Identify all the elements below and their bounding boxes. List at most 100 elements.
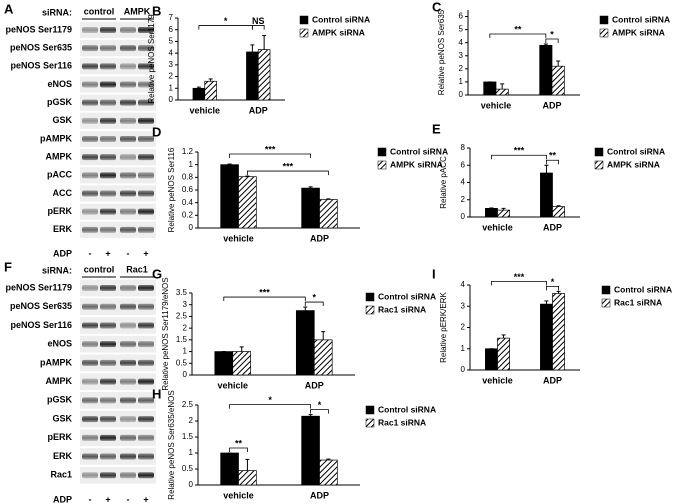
significance-label: * [224, 16, 228, 26]
blot-bg [80, 373, 156, 390]
bar [319, 199, 338, 229]
significance-bracket [545, 38, 559, 43]
blot-bg [80, 392, 156, 409]
y-axis-label: Relative peNOS Ser635 [437, 9, 446, 95]
y-tick-label: 4 [461, 178, 466, 187]
blot-row-label: pGSK [47, 395, 73, 405]
blot-band [120, 434, 136, 441]
significance-bracket [229, 404, 311, 409]
blot-band [120, 472, 136, 479]
blot-band [100, 136, 116, 142]
blot-row-label: pAMPK [40, 357, 72, 367]
y-tick-label: 1 [183, 347, 188, 356]
y-tick-label: 0 [459, 90, 464, 99]
y-tick-label: 0 [189, 480, 194, 489]
blot-bg [80, 354, 156, 372]
blot-row-label: pERK [48, 206, 73, 216]
blot-band [138, 45, 154, 52]
blot-row-label: GSK [52, 115, 72, 125]
blot-band [100, 453, 116, 460]
x-tick-label: ADP [543, 375, 562, 385]
significance-bracket [198, 25, 253, 30]
y-tick-label: 0.8 [182, 172, 194, 181]
y-tick-label: 3 [461, 301, 466, 310]
blot-band [138, 154, 154, 161]
significance-label: NS [252, 16, 265, 26]
y-tick-label: 1.2 [182, 147, 194, 156]
blot-band [100, 378, 116, 385]
blot-band [138, 416, 154, 423]
lane-sign: + [105, 248, 110, 258]
blot-bg [80, 167, 156, 184]
panel-letter: H [152, 386, 161, 401]
blot-band [138, 303, 154, 310]
legend-swatch [599, 28, 609, 38]
y-tick-label: 3 [183, 300, 188, 309]
legend-swatch [365, 405, 375, 415]
blot-bg [80, 76, 156, 93]
blot-band [100, 27, 116, 33]
blot-bg [80, 221, 156, 238]
significance-bracket [546, 285, 559, 291]
blot-band [138, 81, 154, 88]
legend-swatch [594, 147, 604, 157]
y-tick-label: 0 [461, 365, 466, 374]
significance-label: * [318, 400, 322, 410]
blot-row-label: ERK [53, 224, 73, 234]
lane-sign: + [143, 248, 148, 258]
blot-band [100, 154, 116, 161]
blot-band [120, 45, 136, 52]
blot-band [120, 99, 136, 106]
y-tick-label: 8 [461, 143, 466, 152]
significance-label: *** [514, 272, 525, 282]
y-tick-label: 1 [189, 160, 194, 169]
y-tick-label: 2 [189, 416, 194, 425]
blot-band [82, 472, 98, 479]
blot-band [82, 285, 98, 291]
treatment-label: ADP [53, 494, 72, 504]
blot-band [82, 453, 98, 460]
panel-letter: I [432, 266, 436, 281]
legend-label: AMPK siRNA [390, 159, 443, 169]
legend-label: Control siRNA [614, 284, 672, 294]
x-tick-label: ADP [310, 233, 329, 243]
blot-band [120, 303, 136, 310]
panel-letter: E [432, 121, 441, 136]
blot-band [100, 45, 116, 52]
bar [220, 164, 239, 229]
x-tick-label: ADP [543, 222, 562, 232]
y-tick-label: 2 [169, 72, 174, 81]
y-tick-label: 1 [189, 448, 194, 457]
blot-band [120, 322, 136, 329]
significance-label: * [312, 292, 316, 302]
blot-band [82, 154, 98, 161]
blot-bg [80, 149, 156, 166]
y-tick-label: 2.5 [182, 400, 194, 409]
bar [485, 348, 498, 371]
blot-row-label: peNOS Ser1179 [5, 282, 72, 292]
y-tick-label: 3 [459, 51, 464, 60]
blot-row-label: peNOS Ser116 [10, 320, 72, 330]
blot-row-label: AMPK [46, 376, 73, 386]
blot-band [82, 172, 98, 179]
significance-bracket [304, 301, 324, 307]
blot-band [120, 378, 136, 385]
blot-band [120, 285, 136, 291]
blot-band [82, 45, 98, 52]
legend-label: Control siRNA [612, 14, 670, 24]
blot-band [100, 63, 116, 70]
blot-band [120, 117, 136, 124]
legend-label: Control siRNA [378, 291, 436, 301]
blot-band [138, 172, 154, 179]
blot-band [82, 341, 98, 348]
x-tick-label: vehicle [481, 100, 512, 110]
legend-label: Control siRNA [607, 146, 665, 156]
legend-label: AMPK siRNA [312, 27, 365, 37]
siRNA-header: siRNA: [42, 7, 72, 17]
blot-row-label: peNOS Ser635 [10, 301, 72, 311]
x-tick-label: ADP [542, 100, 561, 110]
bar [552, 206, 565, 218]
blot-band [82, 397, 98, 404]
blot-band [100, 341, 116, 348]
